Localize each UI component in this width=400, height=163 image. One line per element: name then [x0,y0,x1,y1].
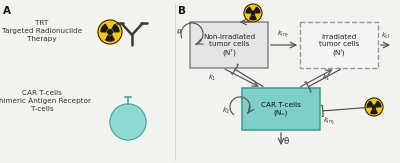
Text: $k_1$: $k_1$ [208,73,217,83]
Text: $k_1$: $k_1$ [322,73,330,83]
Circle shape [108,30,112,34]
Circle shape [372,105,376,109]
Text: CAR T-cells
(Nₓ): CAR T-cells (Nₓ) [261,102,301,116]
Text: $k_2$: $k_2$ [222,106,230,116]
Text: ρ: ρ [177,28,181,34]
Text: $k_{cl}$: $k_{cl}$ [381,31,391,41]
Text: $k_{irr_T}$: $k_{irr_T}$ [278,29,290,40]
Circle shape [244,4,262,22]
Circle shape [365,98,383,116]
Circle shape [110,104,146,140]
Circle shape [251,11,255,15]
Text: A: A [3,6,11,16]
Wedge shape [255,7,260,13]
Text: CAR T-cells
Chimeric Antigen Receptor
T-cells: CAR T-cells Chimeric Antigen Receptor T-… [0,90,90,112]
Circle shape [98,20,122,44]
Text: B: B [178,6,186,16]
Text: $k_{irr_C}$: $k_{irr_C}$ [323,116,336,127]
Wedge shape [367,101,372,107]
Text: Non-irradiated
tumor cells
(Nᵀ): Non-irradiated tumor cells (Nᵀ) [203,34,255,56]
Wedge shape [112,24,119,32]
Wedge shape [371,110,377,114]
Text: θ: θ [284,138,289,147]
Wedge shape [376,101,381,107]
Bar [300,22,378,68]
Wedge shape [106,36,114,41]
Wedge shape [246,7,251,13]
Wedge shape [250,16,256,20]
Bar [242,88,320,130]
Bar [190,22,268,68]
Wedge shape [101,24,108,32]
Text: Irradiated
tumor cells
(Nᴵ): Irradiated tumor cells (Nᴵ) [319,34,359,56]
Text: TRT
Targeted Radionuclide
Therapy: TRT Targeted Radionuclide Therapy [2,20,82,42]
